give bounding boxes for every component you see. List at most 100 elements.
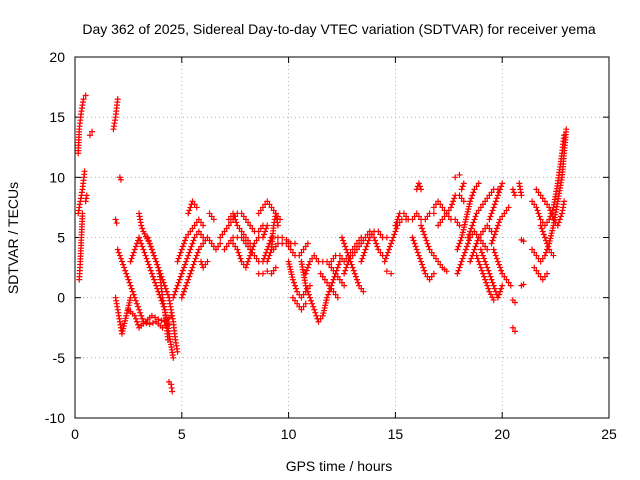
data-point [439,216,446,223]
data-point [264,198,271,205]
data-point [460,252,467,259]
data-point [358,240,365,247]
data-point [131,294,138,301]
data-point [477,264,484,271]
data-point [347,255,354,262]
data-point [270,207,277,214]
data-point [128,255,135,262]
data-point [531,249,538,256]
data-point [317,270,324,277]
data-point [382,255,389,262]
data-point [458,195,465,202]
data-point [247,252,254,259]
data-point [389,237,396,244]
data-point [435,198,442,205]
data-point [182,237,189,244]
data-point [160,279,167,286]
data-point [336,276,343,283]
data-point [505,279,512,286]
data-point [533,186,540,193]
data-point [113,220,120,227]
data-point [473,252,480,259]
data-point [486,216,493,223]
data-point [187,270,194,277]
data-point [468,195,475,202]
data-point [381,258,388,265]
data-point [189,198,196,205]
data-point [468,255,475,262]
data-point [495,189,502,196]
data-point [264,258,271,265]
chart-title: Day 362 of 2025, Sidereal Day-to-day VTE… [82,21,595,37]
data-point [152,279,159,286]
data-point [479,252,486,259]
data-point [148,246,155,253]
data-point [259,204,266,211]
data-point [497,264,504,271]
data-point [383,234,390,241]
data-point [164,336,171,343]
data-point [266,252,273,259]
data-point [452,174,459,181]
data-point [390,234,397,241]
data-point [477,231,484,238]
data-point [488,276,495,283]
data-point [179,243,186,250]
data-point [116,252,123,259]
data-point [225,216,232,223]
data-point [221,246,228,253]
data-point [302,300,309,307]
data-point [309,300,316,307]
data-point [375,246,382,253]
data-point [395,213,402,220]
data-point [198,219,205,226]
data-point [240,213,247,220]
data-point [149,273,156,280]
data-point [410,237,417,244]
data-point [130,249,137,256]
data-point [185,210,192,217]
data-point [120,261,127,268]
data-point [495,219,502,226]
data-point [492,252,499,259]
data-point [138,240,145,247]
data-point [245,219,252,226]
data-point [421,267,428,274]
data-point [375,228,382,235]
data-point [115,249,122,256]
data-point [455,267,462,274]
data-point [136,306,143,313]
data-point [475,180,482,187]
data-point [540,231,547,238]
data-point [443,210,450,217]
data-point [217,240,224,247]
data-point [304,264,311,271]
data-point [490,234,497,241]
data-point [139,225,146,232]
data-point [321,276,328,283]
data-point [420,228,427,235]
data-point [170,354,177,361]
data-point [336,252,343,259]
data-point [319,273,326,280]
data-point [456,222,463,229]
data-point [535,189,542,196]
data-point [298,306,305,313]
data-point [159,276,166,283]
data-point [537,258,544,265]
data-point [457,261,464,268]
data-point [545,243,552,250]
data-point [353,276,360,283]
data-point [86,132,93,139]
data-point [533,252,540,259]
data-point [137,309,144,316]
data-point [486,225,493,232]
data-point [465,240,472,247]
data-point [317,315,324,322]
data-point [477,246,484,253]
data-point [232,216,239,223]
data-point [534,207,541,214]
data-point [143,255,150,262]
data-point [454,270,461,277]
data-point [164,291,171,298]
